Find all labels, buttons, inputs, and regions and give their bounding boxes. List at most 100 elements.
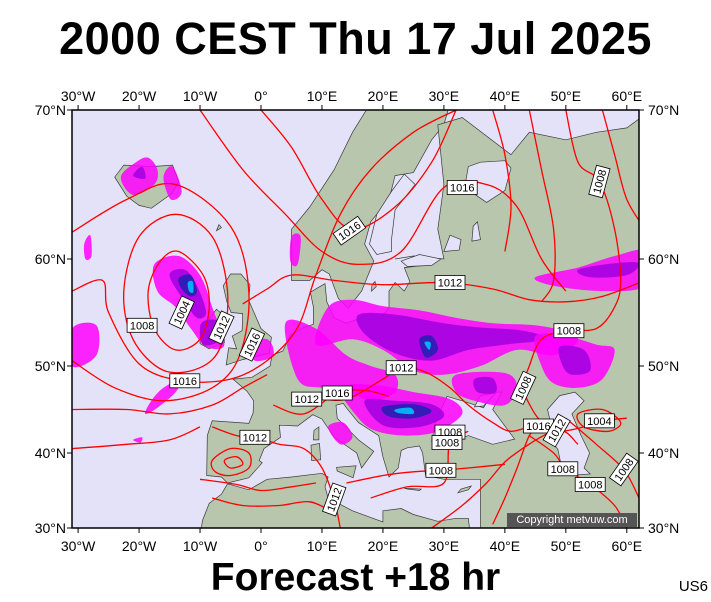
isobar-label-box [126,317,158,333]
rain-azores-fleck [132,437,143,443]
isobar-label-box [168,295,195,330]
land-faroes [215,224,222,232]
isobar-label: 1008 [553,323,585,339]
isobar-label-text: 1016 [450,183,474,195]
lake-onega [471,221,481,242]
isobar-label: 1016 [446,180,478,195]
rain-ukraine-core [424,341,431,350]
axis-tick-label: 30°N [34,520,66,536]
axis-tick-label: 40°N [34,445,66,461]
isobar-label-text: 1012 [438,278,462,290]
isobar-label: 1012 [239,429,271,445]
axis-tick-marks [67,105,644,533]
isobar-iberia-1008 [223,456,244,469]
axis-tick-label: 30°W [60,88,96,104]
axis-tick-label: 40°E [489,88,521,104]
isobar-label-box [588,164,611,199]
isobar-southeast-1008-b [565,417,639,499]
rain-iceland-core [132,166,146,179]
isobar-label: 1012 [542,413,571,448]
isobar-north-ridge [199,110,567,292]
precipitation-areas [72,157,639,445]
isobar-southeast-1008-a [528,435,628,528]
forecast-label: Forecast +18 hr [210,556,501,599]
axis-tick-label: 50°E [550,538,582,554]
isobar-label-box [574,477,606,492]
axis-tick-label: 50°N [648,358,680,374]
isobar-label: 1004 [584,413,615,429]
isobar-label-box [291,391,323,407]
isobar-label-text: 1008 [557,326,581,338]
isobar-label: 1008 [547,461,579,477]
land-north-africa [200,472,470,528]
axis-tick-label: 60°N [34,251,66,267]
axis-tick-label: 60°N [648,251,680,267]
isobar-africa-1008 [212,497,335,514]
isobar-atlantic-1024 [72,426,201,450]
isobar-label-box [547,461,579,477]
isobar-label: 1012 [291,391,323,407]
isobar-label-text: 1008 [578,480,602,492]
isobar-label-box [169,373,201,389]
region-code: US6 [678,578,708,595]
rain-low-center [187,280,194,293]
isobar-label: 1008 [574,477,606,492]
axis-tick-label: 20°E [367,538,399,554]
axis-tick-label: 0° [254,88,268,104]
rain-baltic-core [356,312,548,361]
isobar-label: 1016 [169,373,201,389]
land-scandinavia [291,110,449,309]
isobar-label-box [332,215,367,246]
axis-tick-label: 20°E [367,88,399,104]
axis-tick-label: 60°E [611,538,643,554]
isobar-southeast-1004 [576,408,622,433]
copyright-notice: Copyright metvuw.com [507,513,637,527]
axis-tick-label: 40°N [648,445,680,461]
isobar-atlantic-1016 [72,110,457,383]
isobar-label-text: 1012 [243,432,267,444]
isobar-label-box [385,360,417,376]
isobar-label: 1016 [321,385,353,401]
axis-tick-label: 50°E [550,88,582,104]
isobar-label-box [434,275,466,290]
axis-tick-label: 70°N [34,102,66,118]
isobar-label-text: 1012 [389,363,413,375]
isobar-label: 1012 [385,360,417,376]
isobar-label-box [553,323,585,339]
isobar-label-text: 1012 [294,394,318,406]
axis-tick-label: 30°N [648,520,680,536]
axis-tick-label: 30°W [60,538,96,554]
isobar-label-box [425,462,457,478]
land-crete [404,487,423,491]
isobar-label-box [238,327,266,362]
isobar-russia-1008-b [601,110,639,222]
rain-volga-core [558,345,591,375]
isobar-label-text: 1008 [130,320,154,332]
isobar-africa-1012 [199,478,316,492]
isobar-low-ring-3 [72,182,250,402]
axis-tick-label: 50°N [34,358,66,374]
isobar-label-box [321,482,347,517]
rain-central-europe [284,319,399,401]
rain-north-atlantic-strip [163,166,182,201]
lake-ladoga [443,234,462,252]
isobar-label-text: 1008 [551,464,575,476]
isobar-label: 1008 [126,317,158,333]
isobar-label-text: 1008 [435,438,459,450]
isobar-label: 1008 [588,164,611,199]
land-cyprus [456,485,473,494]
rain-russia-east-core [577,262,639,278]
rain-balkans-center [394,407,415,415]
isobar-label: 1008 [431,435,463,451]
axis-tick-label: 10°W [182,88,218,104]
isobar-label-text: 1004 [587,416,611,428]
isobar-label: 1012 [434,275,466,290]
isobar-label-box [542,413,571,448]
isobar-label-box [431,435,463,451]
isobar-label-box [446,180,478,195]
isobar-label-box [239,429,271,445]
isobar-label: 1008 [425,462,457,478]
axis-tick-label: 10°E [306,538,338,554]
rain-atlantic-west [83,234,92,260]
